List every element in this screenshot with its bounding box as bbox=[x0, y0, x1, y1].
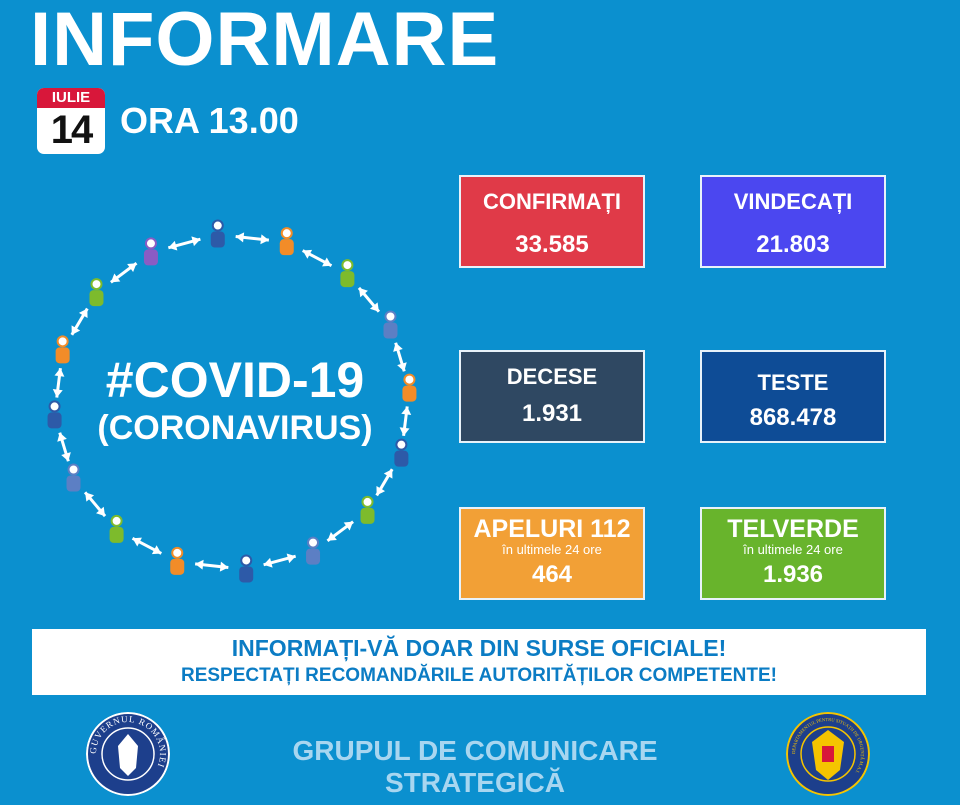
stat-label: VINDECAȚI bbox=[733, 189, 853, 214]
double-arrow-icon bbox=[70, 307, 89, 336]
stat-telverde: TELVERDE în ultimele 24 ore 1.936 bbox=[700, 507, 886, 600]
people-circle-illustration bbox=[47, 219, 417, 583]
person-icon bbox=[279, 227, 294, 256]
calendar-day: 14 bbox=[50, 108, 94, 152]
page-title: INFORMARE bbox=[30, 0, 500, 82]
person-icon bbox=[89, 278, 104, 307]
calendar-icon: IULIE 14 bbox=[37, 88, 105, 154]
stat-value: 868.478 bbox=[749, 404, 837, 431]
person-icon bbox=[109, 514, 124, 543]
double-arrow-icon bbox=[52, 367, 65, 398]
stat-apeluri-112: APELURI 112 în ultimele 24 ore 464 bbox=[459, 507, 645, 600]
person-icon bbox=[360, 495, 375, 524]
stat-value: 464 bbox=[531, 561, 573, 588]
person-icon bbox=[143, 237, 158, 266]
double-arrow-icon bbox=[131, 536, 163, 555]
double-arrow-icon bbox=[194, 559, 229, 572]
stat-sublabel: în ultimele 24 ore bbox=[743, 542, 843, 557]
stat-vindecati: VINDECAȚI 21.803 bbox=[700, 175, 886, 268]
double-arrow-icon bbox=[393, 342, 407, 372]
stat-label: APELURI 112 bbox=[473, 515, 631, 543]
person-icon bbox=[55, 335, 70, 364]
report-time: ORA 13.00 bbox=[120, 100, 299, 141]
person-icon bbox=[306, 536, 321, 565]
stat-value: 1.931 bbox=[521, 400, 583, 427]
double-arrow-icon bbox=[399, 406, 412, 437]
person-icon bbox=[239, 554, 254, 583]
double-arrow-icon bbox=[357, 286, 381, 313]
person-icon bbox=[210, 219, 225, 248]
stat-value: 21.803 bbox=[756, 231, 830, 258]
double-arrow-icon bbox=[83, 491, 107, 518]
stat-teste: TESTE 868.478 bbox=[700, 350, 886, 443]
dsu-seal-logo: DEPARTAMENTUL PENTRU SITUAȚII DE URGENȚĂ… bbox=[786, 712, 870, 796]
stat-label: TESTE bbox=[757, 370, 829, 395]
person-icon bbox=[394, 438, 409, 467]
stat-value: 1.936 bbox=[762, 561, 824, 588]
stat-confirmati: CONFIRMAȚI 33.585 bbox=[459, 175, 645, 268]
double-arrow-icon bbox=[375, 468, 394, 497]
double-arrow-icon bbox=[326, 520, 354, 543]
covid-subtitle: (CORONAVIRUS) bbox=[97, 409, 373, 447]
person-icon bbox=[47, 400, 62, 429]
stat-label: CONFIRMAȚI bbox=[482, 189, 622, 214]
stat-sublabel: în ultimele 24 ore bbox=[502, 542, 602, 557]
double-arrow-icon bbox=[110, 261, 138, 284]
banner-line-2: RESPECTAȚI RECOMANDĂRILE AUTORITĂȚILOR C… bbox=[180, 665, 778, 686]
government-seal-logo: GUVERNUL ROMÂNIEI bbox=[86, 712, 170, 796]
stat-decese: DECESE 1.931 bbox=[459, 350, 645, 443]
double-arrow-icon bbox=[235, 232, 270, 245]
double-arrow-icon bbox=[57, 432, 71, 462]
double-arrow-icon bbox=[301, 249, 333, 268]
person-icon bbox=[66, 463, 81, 492]
covid-heading: #COVID-19 (CORONAVIRUS) bbox=[80, 352, 390, 448]
stat-label: TELVERDE bbox=[727, 515, 859, 543]
double-arrow-icon bbox=[167, 236, 201, 251]
person-icon bbox=[340, 259, 355, 288]
official-sources-banner: INFORMAȚI-VĂ DOAR DIN SURSE OFICIALE! RE… bbox=[32, 629, 926, 695]
double-arrow-icon bbox=[263, 553, 297, 568]
person-icon bbox=[383, 310, 398, 339]
footer-organization: GRUPUL DE COMUNICARE STRATEGICĂ bbox=[292, 735, 658, 798]
stat-value: 33.585 bbox=[515, 231, 589, 258]
calendar-month: IULIE bbox=[37, 88, 105, 108]
stat-label: DECESE bbox=[506, 364, 598, 389]
banner-line-1: INFORMAȚI-VĂ DOAR DIN SURSE OFICIALE! bbox=[231, 635, 727, 661]
covid-hashtag: #COVID-19 bbox=[105, 352, 365, 408]
person-icon bbox=[170, 546, 185, 575]
person-icon bbox=[402, 373, 417, 402]
